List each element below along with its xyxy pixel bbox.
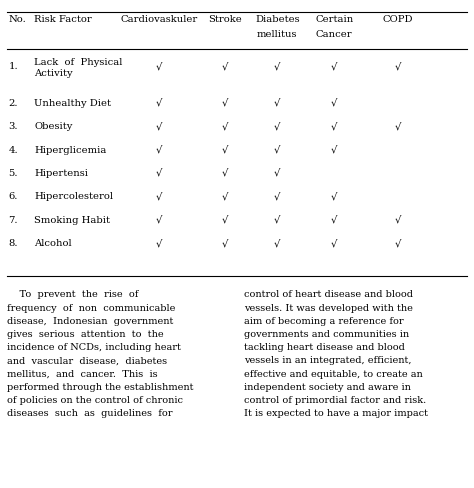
Text: √: √ (222, 145, 228, 155)
Text: Alcohol: Alcohol (34, 239, 72, 248)
Text: √: √ (222, 169, 228, 178)
Text: √: √ (395, 239, 401, 248)
Text: √: √ (274, 145, 281, 155)
Text: Hiperglicemia: Hiperglicemia (34, 145, 107, 155)
Text: √: √ (222, 216, 228, 225)
Text: 7.: 7. (9, 216, 18, 225)
Text: √: √ (222, 122, 228, 131)
Text: Stroke: Stroke (208, 15, 242, 24)
Text: 3.: 3. (9, 122, 18, 131)
Text: √: √ (222, 99, 228, 108)
Text: √: √ (155, 62, 162, 71)
Text: √: √ (331, 62, 337, 71)
Text: Hipercolesterol: Hipercolesterol (34, 192, 113, 202)
Text: √: √ (274, 239, 281, 248)
Text: √: √ (331, 216, 337, 225)
Text: Obesity: Obesity (34, 122, 73, 131)
Text: √: √ (222, 62, 228, 71)
Text: √: √ (331, 239, 337, 248)
Text: √: √ (274, 216, 281, 225)
Text: √: √ (155, 145, 162, 155)
Text: √: √ (274, 122, 281, 131)
Text: √: √ (331, 192, 337, 202)
Text: 5.: 5. (9, 169, 18, 178)
Text: √: √ (274, 62, 281, 71)
Text: Cancer: Cancer (316, 30, 353, 39)
Text: Unhealthy Diet: Unhealthy Diet (34, 99, 111, 108)
Text: Cardiovaskuler: Cardiovaskuler (120, 15, 197, 24)
Text: √: √ (155, 216, 162, 225)
Text: √: √ (155, 239, 162, 248)
Text: √: √ (155, 192, 162, 202)
Text: Lack  of  Physical: Lack of Physical (34, 58, 122, 67)
Text: √: √ (274, 99, 281, 108)
Text: √: √ (222, 239, 228, 248)
Text: 8.: 8. (9, 239, 18, 248)
Text: √: √ (395, 216, 401, 225)
Text: √: √ (274, 192, 281, 202)
Text: √: √ (155, 122, 162, 131)
Text: √: √ (155, 99, 162, 108)
Text: √: √ (331, 99, 337, 108)
Text: √: √ (155, 169, 162, 178)
Text: 6.: 6. (9, 192, 18, 202)
Text: √: √ (331, 145, 337, 155)
Text: control of heart disease and blood
vessels. It was developed with the
aim of bec: control of heart disease and blood vesse… (244, 290, 428, 418)
Text: √: √ (331, 122, 337, 131)
Text: 1.: 1. (9, 62, 18, 71)
Text: 2.: 2. (9, 99, 18, 108)
Text: √: √ (395, 62, 401, 71)
Text: To  prevent  the  rise  of
frequency  of  non  communicable
disease,  Indonesian: To prevent the rise of frequency of non … (7, 290, 193, 418)
Text: mellitus: mellitus (257, 30, 298, 39)
Text: No.: No. (9, 15, 26, 24)
Text: √: √ (274, 169, 281, 178)
Text: Hipertensi: Hipertensi (34, 169, 88, 178)
Text: √: √ (222, 192, 228, 202)
Text: Certain: Certain (315, 15, 353, 24)
Text: 4.: 4. (9, 145, 18, 155)
Text: Diabetes: Diabetes (255, 15, 300, 24)
Text: Risk Factor: Risk Factor (34, 15, 92, 24)
Text: Smoking Habit: Smoking Habit (34, 216, 110, 225)
Text: COPD: COPD (383, 15, 413, 24)
Text: Activity: Activity (34, 69, 73, 79)
Text: √: √ (395, 122, 401, 131)
